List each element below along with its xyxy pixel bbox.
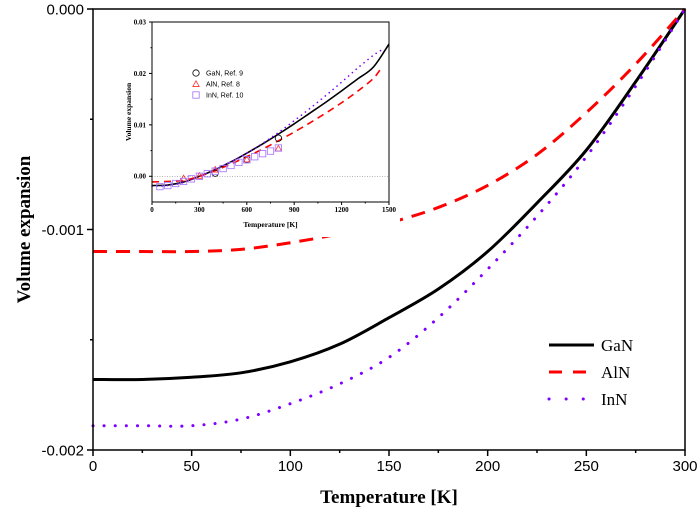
inset-x-tick-label: 1500 (382, 206, 397, 214)
inset-marker-triangle (242, 155, 251, 163)
inset-x-tick-label: 600 (242, 206, 253, 214)
inset-x-tick-label: 300 (194, 206, 205, 214)
inset-marker-square (266, 147, 275, 155)
inset-background (115, 12, 400, 237)
x-tick-label: 200 (475, 458, 500, 475)
legend-label: InN (601, 390, 627, 409)
inset-x-tick-label: 1200 (335, 206, 350, 214)
inset-legend-label: AlN, Ref. 8 (206, 82, 240, 89)
inset-y-tick-label: 0.02 (134, 70, 147, 78)
legend-item-aln: AlN (549, 363, 630, 382)
x-tick-label: 250 (574, 458, 599, 475)
inset-legend-item: InN, Ref. 10 (192, 91, 243, 100)
inset-marker-square (179, 177, 188, 186)
inset-series-line-2 (151, 49, 382, 187)
inset-marker-triangle (211, 165, 220, 173)
x-tick-label: 300 (672, 458, 697, 475)
inset-plot: 0 300 600 900 1200 1500 0.00 0.01 0.02 0.03 Temper… (124, 18, 397, 229)
inset-marker-triangle (195, 171, 204, 179)
inset-marker-square (172, 179, 180, 188)
inset-marker-circle (274, 134, 282, 142)
inset-marker-square (156, 182, 164, 191)
legend-marker-triangle (192, 79, 200, 87)
series-line-gan (92, 8, 687, 382)
legend-item-gan: GaN (549, 336, 633, 355)
legend-label: GaN (601, 336, 633, 355)
inset-legend-item: GaN, Ref. 9 (192, 69, 243, 78)
legend-marker-square (192, 91, 200, 99)
inset-marker-square (258, 150, 267, 158)
x-tick-label: 0 (89, 458, 97, 475)
inset-x-tick-label: 0 (150, 206, 154, 214)
inset-legend-label: InN, Ref. 10 (206, 93, 243, 100)
inset-marker-square (187, 175, 196, 183)
inset-marker-square (219, 164, 227, 173)
y-tick-label: 0.000 (46, 1, 84, 18)
inset-marker-square (195, 172, 203, 180)
inset-marker-square (164, 181, 172, 190)
legend-item-inn: InN (547, 390, 627, 409)
y-tick-label: -0.001 (41, 222, 84, 239)
legend-label: AlN (601, 363, 630, 382)
y-axis-label: Volume expansion (14, 155, 35, 303)
inset-marker-square (235, 158, 243, 166)
inset-x-tick-label: 900 (289, 206, 300, 214)
inset-marker-square (243, 156, 251, 164)
x-axis-label: Temperature [K] (320, 487, 458, 508)
inset-y-axis-label: Volume expansion (124, 82, 133, 141)
inset-marker-square (274, 144, 283, 152)
legend-marker-circle (192, 69, 200, 77)
inset-legend-item: AlN, Ref. 8 (192, 79, 240, 89)
inset-legend-label: GaN, Ref. 9 (206, 71, 243, 78)
plot: 0 50 100 150 200 250 300-0.002-0.0010.000Tempe… (14, 1, 698, 508)
y-tick-label: -0.002 (41, 442, 84, 459)
inset-marker-square (211, 167, 219, 175)
inset-x-axis-label: Temperature [K] (243, 220, 297, 229)
inset-marker-square (203, 170, 211, 178)
x-tick-label: 100 (278, 458, 303, 475)
inset-y-tick-label: 0.00 (134, 173, 147, 181)
inset-y-tick-label: 0.03 (134, 18, 147, 26)
x-tick-label: 150 (376, 458, 401, 475)
inset-y-tick-label: 0.01 (134, 121, 147, 129)
inset-series-line-1 (151, 67, 382, 183)
x-tick-label: 50 (183, 458, 200, 475)
inset-marker-square (251, 153, 259, 161)
series-line-inn (91, 7, 687, 428)
inset-marker-square (227, 161, 235, 170)
